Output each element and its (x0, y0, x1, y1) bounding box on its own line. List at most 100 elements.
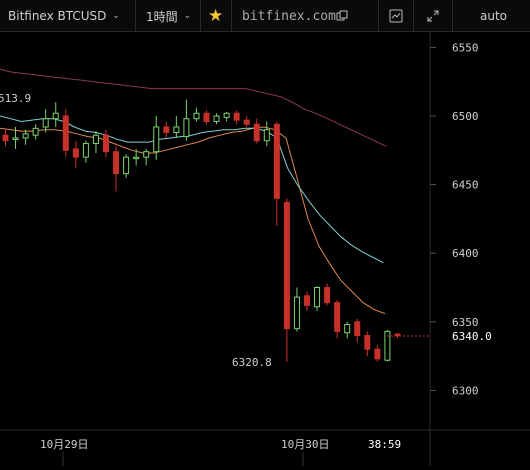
candle-body (173, 126, 180, 133)
moving-averages (0, 68, 387, 315)
candle-body (213, 115, 220, 122)
time-label-oct29: 10月29日 (40, 438, 89, 451)
star-icon[interactable]: ★ (208, 6, 224, 26)
candle-body (193, 112, 200, 120)
candle (153, 116, 160, 160)
chart-toolbar: Bitfinex BTCUSD ⌄ 1時間 ⌄ ★ bitfinex.com a… (0, 0, 530, 32)
price-tick-label: 6300 (452, 384, 479, 397)
candle-body (103, 134, 109, 153)
candle (354, 319, 361, 343)
candle-body (2, 134, 9, 142)
candle (133, 148, 140, 166)
candle-body (183, 118, 190, 138)
candle (213, 113, 220, 125)
chart-screenshot-icon[interactable] (389, 0, 403, 32)
candle (304, 291, 310, 311)
candle-body (334, 302, 341, 332)
candle (253, 118, 260, 144)
chart-area[interactable]: 6550 6500 6450 6400 6350 6300 513.9 6320.8 63… (0, 32, 530, 466)
candle (183, 99, 190, 141)
candle-body (143, 151, 150, 158)
interval-label: 1時間 (146, 9, 178, 24)
candle-body (243, 119, 250, 125)
candle-countdown: 38:59 (368, 438, 401, 451)
symbol-label: Bitfinex BTCUSD (8, 9, 107, 23)
candle-body (123, 156, 130, 175)
candle (123, 154, 130, 178)
scale-mode-button[interactable]: auto (480, 9, 508, 23)
candle (72, 140, 79, 169)
candle (324, 283, 331, 306)
candle-body (263, 129, 270, 142)
time-label-oct30: 10月30日 (281, 438, 330, 451)
toolbar-divider (413, 0, 414, 32)
candle (223, 111, 230, 122)
candle-body (32, 127, 39, 136)
candle (374, 345, 381, 362)
domain-link[interactable]: bitfinex.com (242, 8, 336, 24)
candle (12, 126, 19, 149)
toolbar-divider (135, 0, 136, 32)
price-tick-label: 6400 (452, 247, 479, 260)
chevron-down-icon: ⌄ (112, 11, 120, 21)
price-axis: 6550 6500 6450 6400 6350 6300 (430, 41, 479, 397)
candle-body (52, 112, 59, 120)
last-price-label: 6340.0 (452, 330, 492, 343)
candle-body (384, 330, 391, 361)
ma-slow-line (0, 68, 387, 147)
toolbar-divider (231, 0, 232, 32)
candle (263, 121, 270, 147)
candle (113, 146, 120, 192)
price-tick-label: 6350 (452, 316, 479, 329)
candle (92, 131, 99, 154)
toolbar-divider (378, 0, 379, 32)
candle-body (92, 134, 99, 144)
candle-body (344, 324, 351, 334)
fullscreen-icon[interactable] (426, 0, 440, 32)
symbol-selector[interactable]: Bitfinex BTCUSD ⌄ (8, 0, 120, 32)
popout-icon[interactable] (336, 0, 348, 32)
candle-body (374, 348, 381, 360)
candle-body (153, 126, 160, 153)
candle (62, 109, 69, 158)
candle (233, 110, 240, 125)
candle (364, 331, 371, 357)
candle (384, 330, 391, 362)
candle-body (283, 201, 290, 330)
candle-body (113, 151, 120, 175)
candle (283, 198, 290, 362)
candle-body (133, 156, 140, 160)
candle (143, 148, 150, 166)
candle (273, 121, 280, 226)
candle-body (354, 321, 361, 337)
candle-body (163, 126, 170, 133)
price-tick-label: 6500 (452, 110, 479, 123)
price-tick-label: 6450 (452, 179, 479, 192)
toolbar-divider (452, 0, 453, 32)
candle (2, 129, 9, 147)
candle (163, 121, 170, 138)
candle (103, 129, 109, 158)
left-edge-value: 513.9 (0, 92, 31, 105)
interval-selector[interactable]: 1時間 ⌄ (146, 0, 191, 32)
candle (243, 116, 250, 127)
low-value-label: 6320.8 (232, 356, 272, 369)
candle-body (22, 133, 29, 139)
candle (314, 286, 321, 311)
candlesticks (2, 99, 401, 362)
candle-body (82, 142, 89, 158)
candle-body (42, 118, 49, 128)
candle-body (314, 287, 321, 308)
candle (32, 124, 39, 140)
candle-body (394, 333, 401, 337)
candle-body (203, 112, 210, 122)
price-chart[interactable]: 6550 6500 6450 6400 6350 6300 513.9 6320.8 63… (0, 32, 530, 466)
candle (82, 140, 89, 163)
candle-body (223, 112, 230, 118)
candle-body (253, 123, 260, 142)
candle-body (364, 335, 371, 350)
candle-body (304, 295, 310, 306)
candle-body (72, 148, 79, 158)
candle-body (273, 123, 280, 199)
chevron-down-icon: ⌄ (183, 11, 192, 21)
